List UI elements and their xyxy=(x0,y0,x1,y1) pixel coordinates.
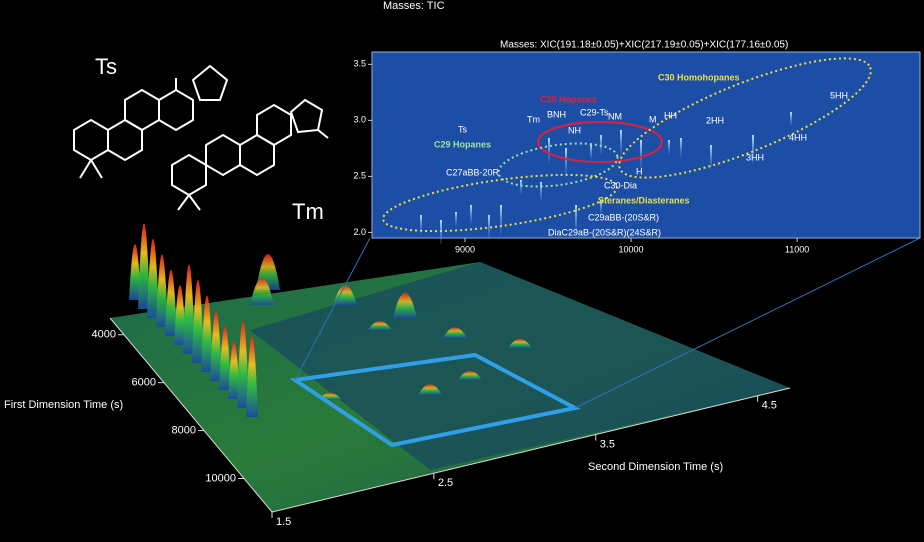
surface-peaks xyxy=(129,223,532,417)
peak-label: 5HH xyxy=(830,90,848,100)
inset-title: Masses: XIC(191.18±0.05)+XIC(217.19±0.05… xyxy=(500,40,788,51)
group-outline xyxy=(497,142,619,188)
structure-label: Ts xyxy=(95,54,117,79)
x-tick-label: 3.5 xyxy=(600,438,615,450)
inset-streak xyxy=(710,145,712,169)
group-outline xyxy=(537,121,663,163)
peak-label: M xyxy=(649,114,657,124)
inset-y-tick-label: 2.0 xyxy=(353,227,366,237)
peak-label: 3HH xyxy=(746,152,764,162)
inset-streak xyxy=(680,138,682,157)
x-tick-label: 2.5 xyxy=(438,477,453,489)
x-tick-label: 1.5 xyxy=(276,516,291,528)
inset-streak xyxy=(420,215,422,234)
surface-peak xyxy=(147,238,159,318)
y-axis-title: First Dimension Time (s) xyxy=(4,399,123,411)
peak-label: C29-Ts xyxy=(580,107,609,117)
inset-streaks xyxy=(420,112,792,244)
surface-peak xyxy=(393,292,417,318)
inset-streak xyxy=(455,212,457,226)
inset-plot xyxy=(371,51,921,239)
peak-label: BNH xyxy=(547,109,566,119)
inset-streak xyxy=(600,200,602,214)
surface-peak xyxy=(219,326,231,390)
surface-peak xyxy=(333,285,357,305)
tic-title: Masses: TIC xyxy=(383,0,445,12)
inset-x-tick-label: 10000 xyxy=(619,244,644,254)
inset-y-tick-label: 2.5 xyxy=(353,171,366,181)
surface-peak xyxy=(156,254,168,327)
molecule-tm xyxy=(171,98,329,211)
surface-peak xyxy=(418,384,442,395)
surface-peak xyxy=(165,269,177,336)
surface-peak xyxy=(458,371,482,380)
x-axis-title: Second Dimension Time (s) xyxy=(588,461,723,473)
group-outline xyxy=(382,173,618,233)
inset-streak xyxy=(590,145,592,159)
surface-shadow xyxy=(250,262,790,470)
peak-label: NM xyxy=(608,111,622,121)
y-tick-label: 6000 xyxy=(132,377,156,389)
peak-label: C30-Dia xyxy=(604,180,637,190)
surface-peak xyxy=(129,244,141,300)
surface-peak xyxy=(508,339,532,348)
inset-streak xyxy=(575,205,577,234)
inset-streak xyxy=(540,182,542,201)
x-axis-line xyxy=(271,387,791,513)
y-tick-label: 4000 xyxy=(92,329,116,341)
peak-label: C27aBB-20R xyxy=(446,167,500,177)
inset-y-tick-label: 3.0 xyxy=(353,115,366,125)
inset-streak xyxy=(620,130,622,154)
surface-peak xyxy=(210,310,222,381)
inset-streak xyxy=(600,135,602,154)
surface-peak xyxy=(250,278,274,305)
group-label: C30 Homohopanes xyxy=(658,72,740,82)
inset-streak xyxy=(668,140,670,154)
inset-x-tick-label: 9000 xyxy=(455,244,475,254)
surface-peak xyxy=(183,264,195,354)
surface-peak xyxy=(443,327,467,338)
surface-peak xyxy=(138,223,150,309)
peak-label: Tm xyxy=(527,114,540,124)
group-label: Steranes/Diasteranes xyxy=(598,195,690,205)
surface-peak xyxy=(192,279,204,363)
inset-streak xyxy=(790,112,792,126)
peak-label: 4HH xyxy=(789,132,807,142)
peak-label: HH xyxy=(664,110,677,120)
peak-label: Ts xyxy=(458,124,468,134)
surface-peak xyxy=(237,320,249,408)
inset-streak xyxy=(565,148,567,177)
inset-streak xyxy=(470,205,472,224)
molecule-ts xyxy=(73,64,229,179)
inset-streak xyxy=(640,140,642,169)
structure-label: Tm xyxy=(292,199,324,224)
inset-streak xyxy=(488,215,490,239)
x-tick-label: 4.5 xyxy=(762,400,777,412)
inset-streak xyxy=(752,135,754,164)
inset-y-tick-label: 3.5 xyxy=(353,59,366,69)
group-label: C30 Hopanes xyxy=(540,94,597,104)
zoom-link xyxy=(574,237,921,409)
inset-x-tick-label: 11000 xyxy=(785,244,809,254)
peak-label: H xyxy=(636,166,643,176)
peak-label: 2HH xyxy=(706,115,724,125)
y-axis-line xyxy=(109,317,273,513)
peak-label: DiaC29aB-(20S&R)(24S&R) xyxy=(548,227,661,237)
inset-streak xyxy=(520,180,522,194)
surface-peak xyxy=(201,295,213,372)
surface-peak xyxy=(228,341,240,399)
surface-peak xyxy=(368,321,392,330)
peak-label: C29aBB-(20S&R) xyxy=(588,212,659,222)
group-label: C29 Hopanes xyxy=(434,139,491,149)
y-tick-label: 10000 xyxy=(205,472,236,484)
surface-peak xyxy=(246,336,258,417)
inset-streak xyxy=(500,205,502,234)
surface-peak xyxy=(174,285,186,345)
zoom-link xyxy=(294,237,371,381)
y-tick-label: 8000 xyxy=(172,424,196,436)
inset-streak xyxy=(548,138,550,162)
peak-label: NH xyxy=(568,125,581,135)
